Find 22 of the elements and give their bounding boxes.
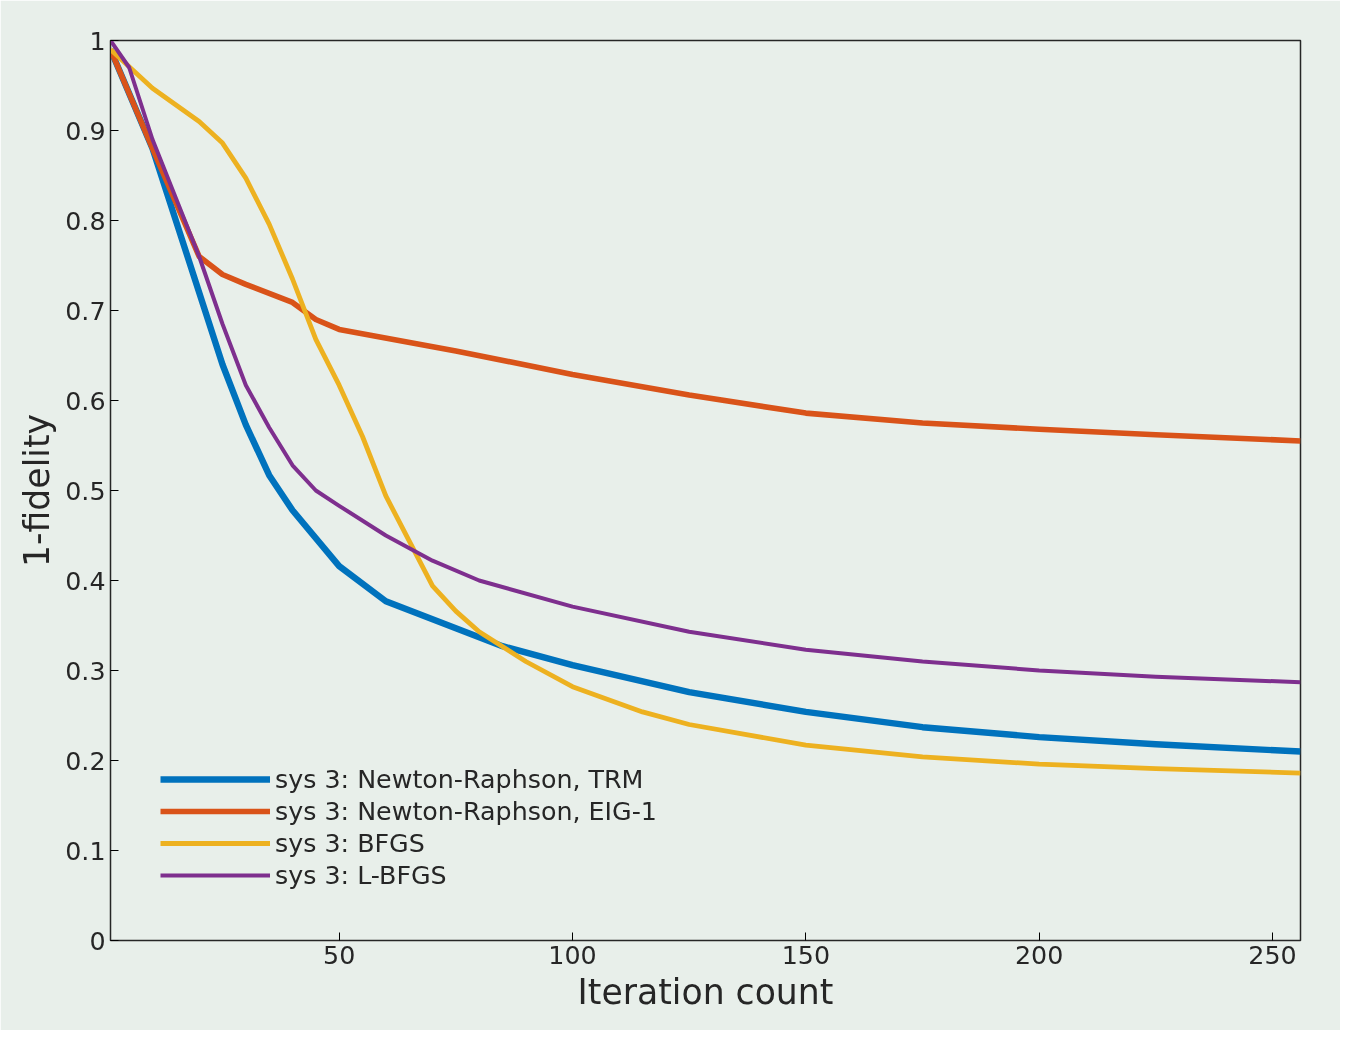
y-tick-label: 0.5 [65, 475, 106, 506]
x-tick-label: 100 [548, 939, 597, 970]
x-tick-label: 250 [1248, 939, 1297, 970]
legend-label: sys 3: L-BFGS [275, 860, 447, 890]
y-tick-label: 0 [89, 925, 106, 956]
y-tick-label: 0.1 [65, 835, 106, 866]
x-tick-label: 200 [1014, 939, 1064, 970]
y-tick-label: 0.3 [65, 655, 106, 686]
x-axis-title: Iteration count [577, 971, 834, 1012]
y-tick-label: 0.4 [65, 565, 106, 596]
y-tick-label: 1 [89, 25, 106, 56]
legend-label: sys 3: Newton-Raphson, EIG-1 [275, 796, 657, 826]
x-tick-label: 150 [781, 939, 831, 970]
y-tick-label: 0.8 [65, 205, 106, 236]
legend-label: sys 3: Newton-Raphson, TRM [275, 764, 644, 794]
y-tick-label: 0.6 [65, 385, 106, 416]
y-tick-label: 0.7 [65, 295, 106, 326]
y-tick-label: 0.2 [65, 745, 106, 776]
y-tick-label: 0.9 [65, 115, 106, 146]
legend-label: sys 3: BFGS [275, 828, 425, 858]
x-tick-label: 50 [323, 939, 356, 970]
y-axis-title: 1-fidelity [17, 413, 58, 568]
